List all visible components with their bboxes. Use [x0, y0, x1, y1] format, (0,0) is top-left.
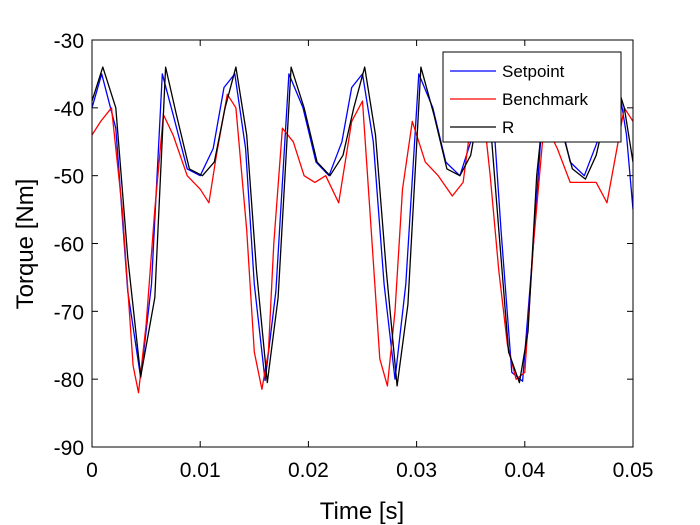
x-axis-label: Time [s] — [320, 498, 404, 525]
x-tick-label: 0.01 — [180, 459, 221, 482]
y-tick-label: -60 — [54, 234, 84, 257]
y-tick-label: -90 — [54, 437, 84, 460]
legend-label-r: R — [502, 118, 514, 137]
y-tick-label: -80 — [54, 369, 84, 392]
x-tick-label: 0.05 — [613, 459, 654, 482]
x-tick-label: 0 — [86, 459, 98, 482]
x-tick-label: 0.04 — [504, 459, 545, 482]
legend-label-benchmark: Benchmark — [502, 90, 588, 109]
ticks-layer: 0 0.01 0.02 0.03 0.04 0.05 -90 -80 -70 -60 -50 -40 -… — [54, 30, 654, 482]
x-tick-label: 0.03 — [396, 459, 437, 482]
y-tick-label: -50 — [54, 166, 84, 189]
legend-label-setpoint: Setpoint — [502, 62, 565, 81]
x-tick-label: 0.02 — [288, 459, 329, 482]
legend: Setpoint Benchmark R — [442, 51, 622, 143]
y-tick-label: -40 — [54, 98, 84, 121]
y-tick-label: -30 — [54, 30, 84, 53]
y-tick-label: -70 — [54, 301, 84, 324]
y-axis-label: Torque [Nm] — [12, 179, 39, 310]
